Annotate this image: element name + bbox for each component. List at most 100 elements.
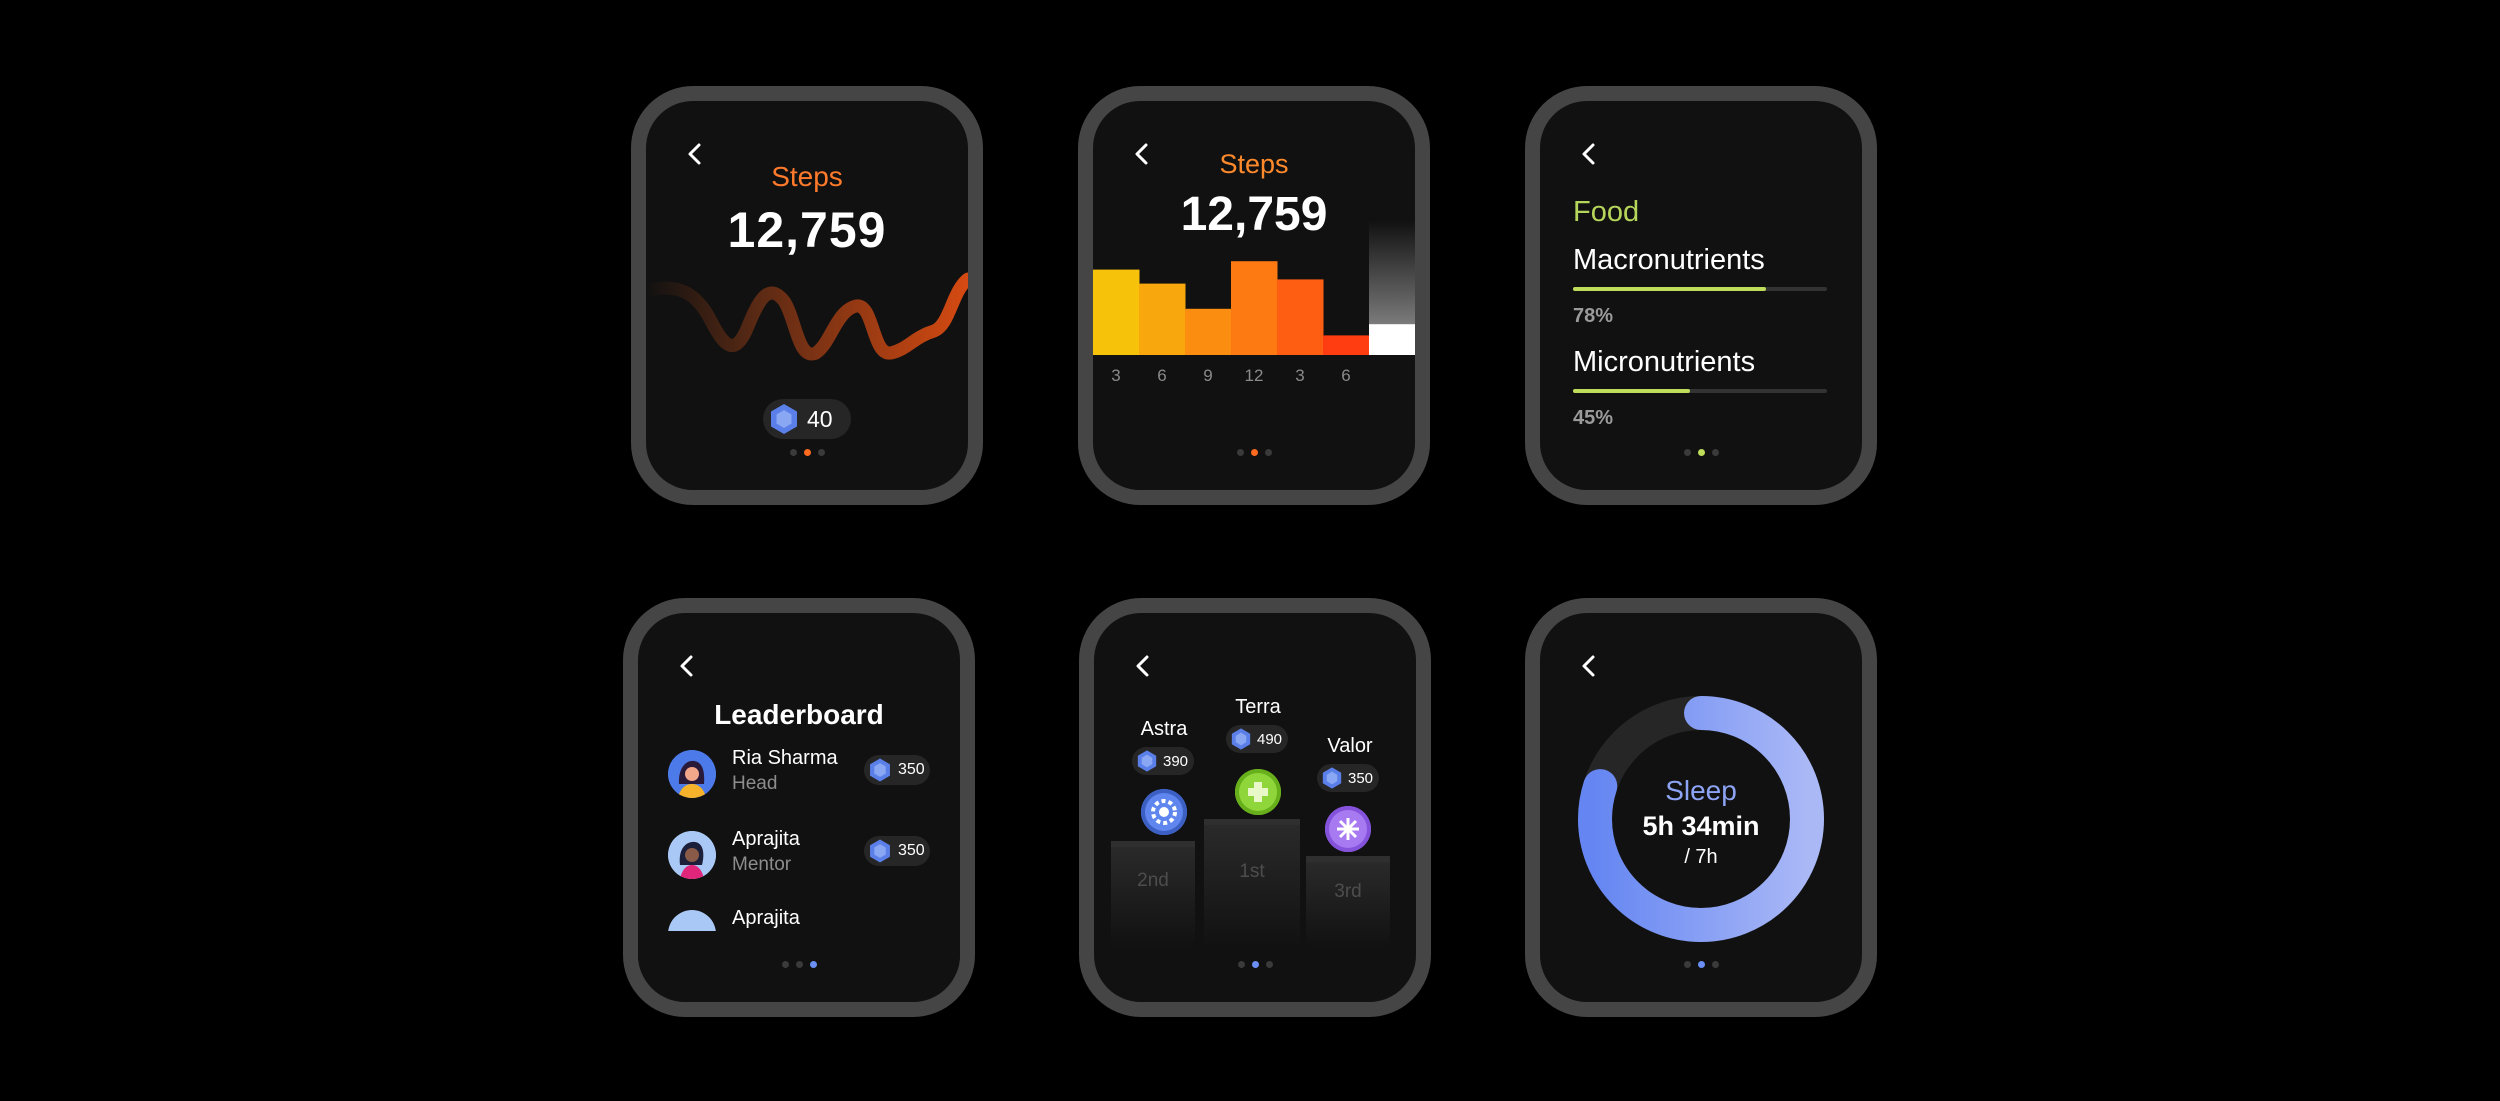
page-dot[interactable] [1711,449,1719,456]
leaderboard-row[interactable]: Ria Sharma Head 350 [668,745,930,805]
page-indicator [638,961,960,968]
page-dot[interactable] [817,449,825,456]
back-arrow-icon[interactable] [1130,651,1156,681]
page-indicator [1540,449,1862,456]
nutrient-percent: 45% [1573,407,1614,429]
page-indicator [1094,961,1416,968]
page-dot[interactable] [1683,449,1691,456]
back-arrow-icon[interactable] [1129,139,1155,169]
points-value: 350 [898,761,925,778]
page-dot[interactable] [1683,961,1691,968]
chart-bar [1231,261,1278,355]
medal-icon [1235,769,1281,815]
podium-top [1306,856,1390,862]
rank-label: 3rd [1334,881,1362,902]
medal-icon [1325,806,1371,852]
nutrient-macro: Macronutrients 78% [1573,244,1827,328]
steps-value: 12,759 [727,202,887,258]
page-dot-active[interactable] [1250,449,1258,456]
gem-icon [1322,767,1342,789]
gem-count-pill: 40 [763,399,851,439]
points-value: 390 [1163,752,1189,770]
points-value: 350 [898,842,925,859]
back-arrow-icon[interactable] [682,139,708,169]
page-dot-active[interactable] [1697,961,1705,968]
nutrient-name: Micronutrients [1573,346,1756,378]
sleep-label: Sleep [1665,775,1737,806]
podium-name-first: Terra [1235,696,1281,718]
podium-block-second [1111,847,1195,947]
nutrient-micro: Micronutrients 45% [1573,346,1827,430]
page-dot[interactable] [1264,449,1272,456]
points-pill: 390 [1132,747,1194,775]
leaderboard-row[interactable]: Aprajita Mentor 350 [668,826,930,886]
page-dot[interactable] [1711,961,1719,968]
steps-label: Steps [1219,149,1289,179]
sleep-goal: / 7h [1684,846,1718,868]
page-dot[interactable] [1236,449,1244,456]
page-dot[interactable] [795,961,803,968]
chart-tick-label: 3 [1111,366,1120,385]
podium-name-second: Astra [1140,718,1188,740]
podium-top [1204,819,1300,825]
nutrient-percent: 78% [1573,305,1614,327]
nutrient-name: Macronutrients [1573,244,1765,276]
rank-label: 2nd [1137,870,1169,891]
member-role: Head [732,773,778,794]
ring-progress [1578,696,1824,942]
gem-count: 40 [807,405,833,432]
page-dot-active[interactable] [1697,449,1705,456]
gem-icon [1137,750,1157,772]
steps-wave-graphic [646,272,968,361]
podium-name-third: Valor [1327,735,1373,757]
chart-tick-label: 3 [1295,366,1304,385]
progress-fill [1573,389,1690,393]
gem-icon [870,839,890,863]
sleep-watch: Sleep 5h 34min / 7h [1525,598,1877,1017]
back-arrow-icon[interactable] [674,651,700,681]
leaderboard-title: Leaderboard [714,699,884,730]
gem-icon [771,404,797,434]
gem-icon [1231,728,1251,750]
points-pill: 350 [864,836,930,866]
member-name: Ria Sharma [732,747,838,769]
chart-tick-label: 6 [1157,366,1166,385]
points-pill: 350 [1317,764,1379,792]
page-dot[interactable] [789,449,797,456]
medal-icon [1141,789,1187,835]
leaderboard-watch: Leaderboard Ria Sharma Head 350 [623,598,975,1017]
rank-label: 1st [1239,861,1265,882]
chart-bar [1323,335,1370,355]
chart-bar [1277,279,1324,355]
steps-label: Steps [771,161,843,192]
back-arrow-icon[interactable] [1576,651,1602,681]
page-dot[interactable] [1265,961,1273,968]
member-role: Mentor [732,854,792,875]
page-dot-active[interactable] [809,961,817,968]
avatar [668,750,716,798]
steps-chart-watch: Steps 12,759 3 6 9 12 3 6 [1078,86,1430,505]
back-arrow-icon[interactable] [1576,139,1602,169]
page-dot[interactable] [1237,961,1245,968]
chart-tick-label: 6 [1341,366,1350,385]
page-indicator [1093,449,1415,456]
chart-bar [1369,324,1415,355]
steps-value: 12,759 [1180,188,1328,241]
chart-tick-label: 9 [1203,366,1212,385]
podium-block-third [1306,862,1390,947]
points-value: 490 [1257,730,1283,748]
podium-top [1111,841,1195,847]
food-watch: Food Macronutrients 78% Micronutrients 4… [1525,86,1877,505]
progress-fill [1573,287,1767,291]
points-pill: 350 [864,755,930,785]
steps-bar-chart: 3 6 9 12 3 6 [1093,221,1415,385]
points-value: 350 [1348,769,1374,787]
page-indicator [1540,961,1862,968]
page-dot-active[interactable] [803,449,811,456]
chart-tick-label: 12 [1245,366,1264,385]
page-dot[interactable] [781,961,789,968]
podium-watch: Astra 390 Terra 490 Valor 350 [1079,598,1431,1017]
chart-bar [1185,308,1232,355]
chart-bar [1139,283,1186,355]
page-dot-active[interactable] [1251,961,1259,968]
